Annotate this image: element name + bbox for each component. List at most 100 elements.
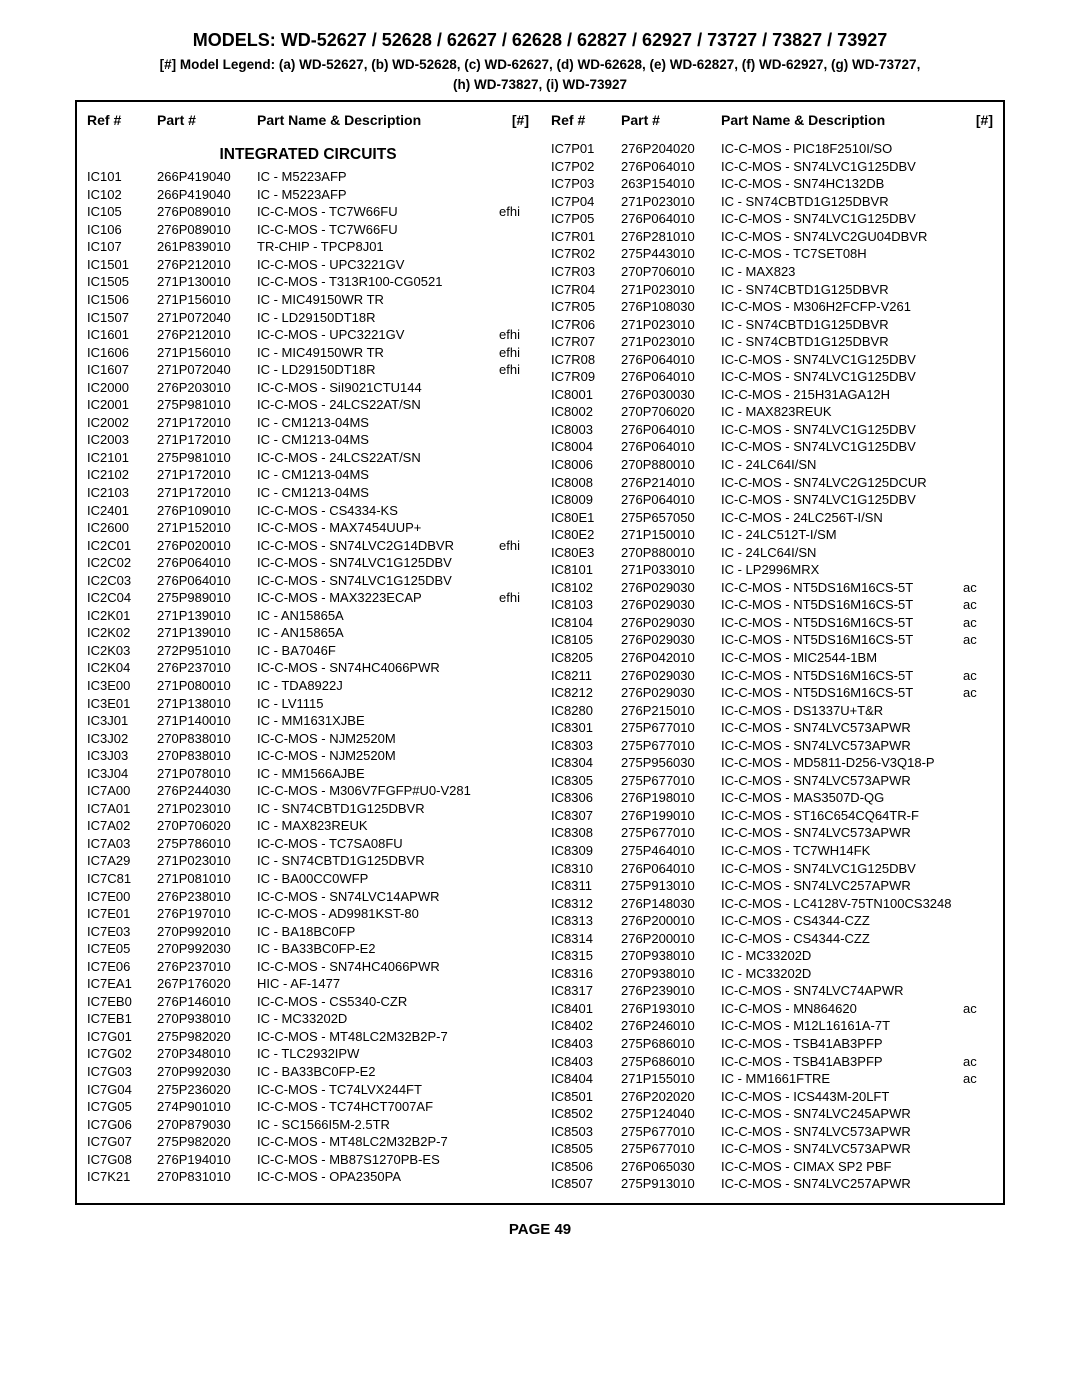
cell-part: 276P214010	[621, 474, 721, 492]
table-row: IC8304275P956030IC-C-MOS - MD5811-D256-V…	[551, 754, 993, 772]
table-row: IC8212276P029030IC-C-MOS - NT5DS16M16CS-…	[551, 684, 993, 702]
cell-ref: IC7A02	[87, 817, 157, 835]
cell-tag	[495, 379, 529, 397]
cell-ref: IC2102	[87, 466, 157, 484]
cell-ref: IC8103	[551, 596, 621, 614]
cell-part: 275P913010	[621, 1175, 721, 1193]
cell-desc: IC - BA18BC0FP	[257, 923, 495, 941]
table-row: IC7R03270P706010IC - MAX823	[551, 263, 993, 281]
cell-ref: IC7E03	[87, 923, 157, 941]
cell-tag	[495, 1045, 529, 1063]
cell-ref: IC1507	[87, 309, 157, 327]
cell-part: 276P029030	[621, 579, 721, 597]
cell-ref: IC8004	[551, 438, 621, 456]
cell-desc: IC - SN74CBTD1G125DBVR	[257, 852, 495, 870]
table-row: IC101266P419040IC - M5223AFP	[87, 168, 529, 186]
cell-ref: IC2K04	[87, 659, 157, 677]
cell-ref: IC7A01	[87, 800, 157, 818]
cell-tag	[495, 1133, 529, 1151]
cell-desc: IC-C-MOS - CS5340-CZR	[257, 993, 495, 1011]
cell-ref: IC2K02	[87, 624, 157, 642]
cell-ref: IC8003	[551, 421, 621, 439]
cell-ref: IC8105	[551, 631, 621, 649]
cell-tag	[959, 456, 993, 474]
cell-part: 270P879030	[157, 1116, 257, 1134]
cell-desc: IC - MIC49150WR TR	[257, 291, 495, 309]
table-row: IC8507275P913010IC-C-MOS - SN74LVC257APW…	[551, 1175, 993, 1193]
cell-part: 275P677010	[621, 824, 721, 842]
model-legend: [#] Model Legend: (a) WD-52627, (b) WD-5…	[75, 55, 1005, 94]
cell-part: 270P706020	[621, 403, 721, 421]
cell-tag: efhi	[495, 344, 529, 362]
cell-ref: IC107	[87, 238, 157, 256]
table-row: IC7A29271P023010IC - SN74CBTD1G125DBVR	[87, 852, 529, 870]
cell-ref: IC8506	[551, 1158, 621, 1176]
cell-tag	[495, 888, 529, 906]
table-row: IC7K21270P831010IC-C-MOS - OPA2350PA	[87, 1168, 529, 1186]
cell-desc: IC-C-MOS - SN74LVC573APWR	[721, 719, 959, 737]
cell-part: 276P197010	[157, 905, 257, 923]
cell-desc: IC-C-MOS - SN74LVC1G125DBV	[257, 572, 495, 590]
table-row: IC7R01276P281010IC-C-MOS - SN74LVC2GU04D…	[551, 228, 993, 246]
left-column: Ref # Part # Part Name & Description [#]…	[87, 108, 529, 1193]
cell-tag	[495, 431, 529, 449]
cell-desc: IC-C-MOS - SN74LVC573APWR	[721, 737, 959, 755]
cell-part: 276P204020	[621, 140, 721, 158]
cell-tag	[959, 1035, 993, 1053]
cell-tag	[495, 291, 529, 309]
cell-tag: efhi	[495, 537, 529, 555]
cell-part: 276P212010	[157, 256, 257, 274]
table-row: IC8303275P677010IC-C-MOS - SN74LVC573APW…	[551, 737, 993, 755]
table-row: IC2101275P981010IC-C-MOS - 24LCS22AT/SN	[87, 449, 529, 467]
table-row: IC8315270P938010IC - MC33202D	[551, 947, 993, 965]
cell-part: 275P236020	[157, 1081, 257, 1099]
cell-desc: IC-C-MOS - SN74LVC74APWR	[721, 982, 959, 1000]
cell-ref: IC7E01	[87, 905, 157, 923]
table-row: IC1607271P072040IC - LD29150DT18Refhi	[87, 361, 529, 379]
cell-tag	[495, 396, 529, 414]
cell-desc: IC - CM1213-04MS	[257, 414, 495, 432]
cell-part: 276P029030	[621, 667, 721, 685]
table-row: IC102266P419040IC - M5223AFP	[87, 186, 529, 204]
cell-ref: IC102	[87, 186, 157, 204]
cell-tag	[495, 695, 529, 713]
table-row: IC7R09276P064010IC-C-MOS - SN74LVC1G125D…	[551, 368, 993, 386]
cell-tag: ac	[959, 579, 993, 597]
cell-desc: IC-C-MOS - SN74LVC2G14DBVR	[257, 537, 495, 555]
cell-desc: IC-C-MOS - UPC3221GV	[257, 326, 495, 344]
cell-tag	[959, 263, 993, 281]
table-row: IC7C81271P081010IC - BA00CC0WFP	[87, 870, 529, 888]
cell-ref: IC1607	[87, 361, 157, 379]
table-row: IC8003276P064010IC-C-MOS - SN74LVC1G125D…	[551, 421, 993, 439]
cell-desc: IC - M5223AFP	[257, 168, 495, 186]
cell-desc: IC-C-MOS - SN74LVC1G125DBV	[721, 438, 959, 456]
cell-ref: IC7P03	[551, 175, 621, 193]
cell-desc: IC - MAX823REUK	[257, 817, 495, 835]
cell-part: 276P064010	[621, 210, 721, 228]
cell-desc: IC-C-MOS - SN74LVC1G125DBV	[257, 554, 495, 572]
table-row: IC8301275P677010IC-C-MOS - SN74LVC573APW…	[551, 719, 993, 737]
cell-ref: IC8309	[551, 842, 621, 860]
cell-tag	[959, 421, 993, 439]
cell-ref: IC1505	[87, 273, 157, 291]
cell-ref: IC7R08	[551, 351, 621, 369]
cell-tag	[959, 930, 993, 948]
cell-tag	[495, 1098, 529, 1116]
cell-desc: IC-C-MOS - DS1337U+T&R	[721, 702, 959, 720]
cell-desc: IC-C-MOS - SN74LVC573APWR	[721, 824, 959, 842]
cell-desc: IC - SN74CBTD1G125DBVR	[721, 333, 959, 351]
cell-part: 276P089010	[157, 203, 257, 221]
cell-desc: IC - MM1661FTRE	[721, 1070, 959, 1088]
table-row: IC7R04271P023010IC - SN74CBTD1G125DBVR	[551, 281, 993, 299]
cell-tag	[959, 860, 993, 878]
cell-ref: IC8404	[551, 1070, 621, 1088]
cell-desc: IC - CM1213-04MS	[257, 431, 495, 449]
table-row: IC7G01275P982020IC-C-MOS - MT48LC2M32B2P…	[87, 1028, 529, 1046]
cell-ref: IC8303	[551, 737, 621, 755]
cell-desc: IC-C-MOS - SN74LVC1G125DBV	[721, 210, 959, 228]
cell-tag	[495, 852, 529, 870]
cell-desc: IC-C-MOS - TC7SA08FU	[257, 835, 495, 853]
cell-desc: IC-C-MOS - NT5DS16M16CS-5T	[721, 614, 959, 632]
cell-tag	[495, 624, 529, 642]
cell-tag: efhi	[495, 589, 529, 607]
